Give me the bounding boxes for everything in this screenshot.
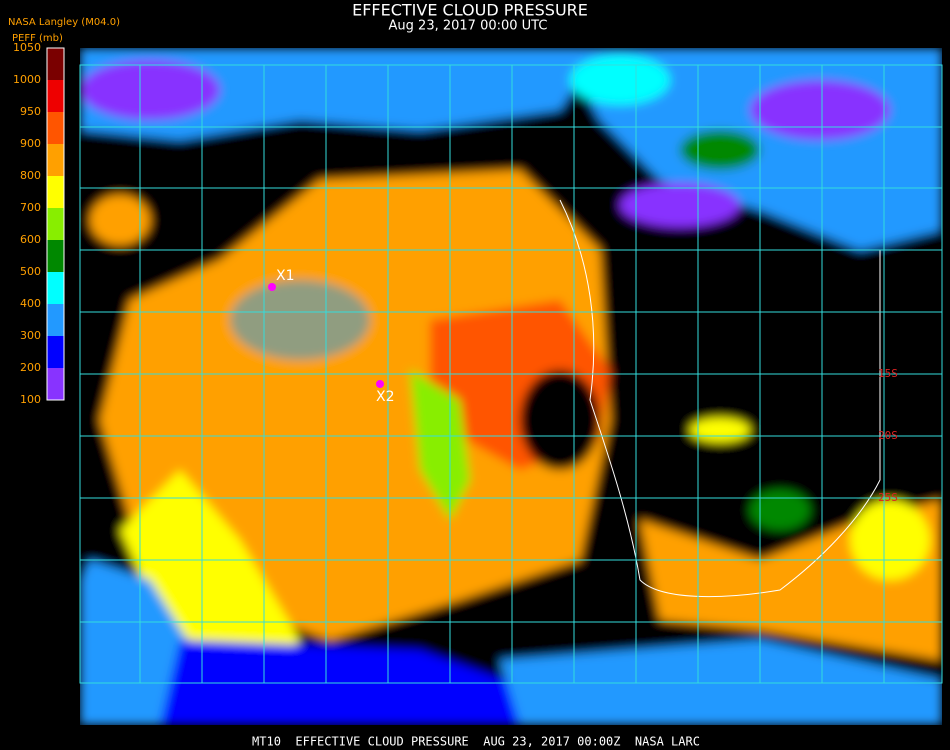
legend-tick-label: 200 [20,361,41,374]
legend-tick-label: 1050 [13,41,41,54]
cloud-imagery [80,48,942,725]
legend-swatch [47,272,64,304]
marker-label: X2 [376,389,395,405]
legend-tick-label: 950 [20,105,41,118]
coastline [559,199,881,598]
legend-frame [46,47,65,401]
legend-tick-label: 800 [20,169,41,182]
legend-swatch [47,208,64,240]
lat-lon-grid [79,64,943,684]
legend-swatch [47,176,64,208]
legend-swatch [47,304,64,336]
legend: 1050 1000 950 900 800 700 600 500 400 300 200 100 [13,41,65,406]
legend-tick-label: 300 [20,329,41,342]
footer-caption: MT10 EFFECTIVE CLOUD PRESSURE AUG 23, 20… [252,735,700,749]
legend-swatch [47,112,64,144]
legend-tick-label: 900 [20,137,41,150]
marker-dot [268,283,276,291]
legend-tick-label: 1000 [13,73,41,86]
legend-swatch [47,48,64,80]
subtitle: Aug 23, 2017 00:00 UTC [389,19,548,34]
legend-swatch [47,368,64,400]
legend-tick-label: 600 [20,233,41,246]
source: NASA Langley (M04.0) [8,17,120,28]
title: EFFECTIVE CLOUD PRESSURE [352,1,588,20]
legend-tick-label: 500 [20,265,41,278]
legend-tick-label: 400 [20,297,41,310]
legend-title: PEFF (mb) [12,33,63,44]
legend-swatch [47,240,64,272]
legend-tick-label: 700 [20,201,41,214]
marker-label: X1 [276,268,295,284]
grid-label: 15S [878,367,898,380]
marker-dot [376,380,384,388]
legend-tick-label: 100 [20,393,41,406]
legend-swatch [47,144,64,176]
grid-label: 20S [878,429,898,442]
legend-swatch [47,336,64,368]
legend-swatch [47,80,64,112]
grid-label: 25S [878,491,898,504]
